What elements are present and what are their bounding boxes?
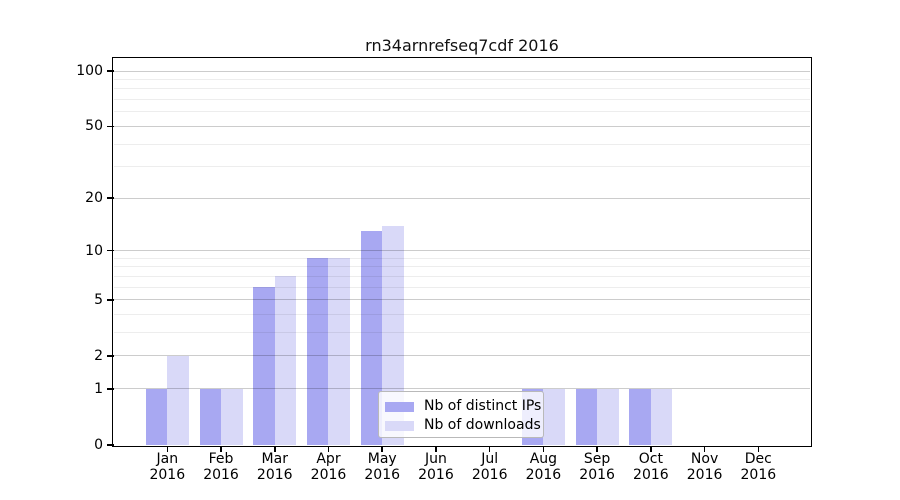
x-tick-mark-jul [488,447,491,452]
legend-swatch-distinct-ips [385,401,414,412]
y-tick-mark-50 [107,125,114,128]
x-tick-mark-feb [220,447,222,452]
x-tick-label-oct: Oct 2016 [633,451,669,483]
bar-distinct-ips-may [360,231,383,445]
gridline-major-20 [114,197,810,199]
gridline-major-5 [114,299,810,301]
y-tick-mark-0 [107,444,114,446]
bar-downloads-may [382,225,404,445]
plot-area [114,59,810,445]
bar-downloads-jan [167,355,189,445]
y-tick-mark-100 [107,70,114,72]
x-tick-mark-sep [596,447,598,452]
legend: Nb of distinct IPs Nb of downloads [378,391,544,438]
legend-entry-downloads: Nb of downloads [379,416,543,435]
gridline-minor-4 [114,314,810,316]
y-tick-label-1: 1 [94,380,103,397]
bar-downloads-apr [328,258,350,445]
bar-downloads-aug [543,388,565,445]
gridline-major-100 [114,70,810,72]
x-tick-label-apr: Apr 2016 [310,451,347,483]
y-tick-mark-10 [107,249,114,252]
y-tick-mark-2 [107,355,114,357]
y-tick-label-100: 100 [76,63,103,79]
x-tick-label-mar: Mar 2016 [256,451,293,483]
gridline-major-2 [114,355,810,357]
gridline-minor-3 [114,332,810,334]
legend-entry-distinct-ips: Nb of distinct IPs [379,397,543,416]
gridline-minor-6 [114,286,810,288]
x-tick-label-may: May 2016 [364,451,401,483]
x-tick-label-jul: Jul 2016 [471,451,508,483]
y-tick-label-50: 50 [85,118,103,135]
y-tick-label-2: 2 [94,347,103,364]
x-tick-mark-apr [327,447,330,452]
x-tick-label-jun: Jun 2016 [418,451,454,483]
bar-downloads-sep [597,388,619,445]
legend-swatch-downloads [385,420,414,431]
x-tick-mark-jan [166,447,169,452]
gridline-minor-8 [114,266,810,268]
x-tick-mark-nov [703,447,706,452]
x-tick-label-jan: Jan 2016 [149,451,186,483]
bar-distinct-ips-mar [253,287,275,445]
bar-downloads-oct [650,388,673,445]
gridline-minor-60 [114,111,810,113]
x-tick-mark-oct [650,447,652,452]
gridline-minor-40 [114,143,810,145]
x-tick-mark-mar [273,447,276,452]
gridline-minor-30 [114,166,810,168]
y-tick-label-10: 10 [85,242,103,259]
bar-distinct-ips-jan [145,388,168,445]
y-tick-mark-5 [107,298,114,301]
gridline-minor-70 [114,99,810,101]
y-tick-label-20: 20 [85,190,103,207]
gridline-minor-7 [114,275,810,277]
gridline-minor-9 [114,257,810,259]
y-tick-mark-1 [107,388,114,390]
y-tick-mark-20 [107,197,114,200]
x-tick-label-aug: Aug 2016 [525,451,562,483]
x-tick-label-nov: Nov 2016 [686,451,723,483]
legend-label-distinct-ips: Nb of distinct IPs [424,398,542,414]
bar-distinct-ips-apr [306,258,329,445]
x-tick-label-sep: Sep 2016 [579,451,615,483]
gridline-minor-90 [114,78,810,80]
x-tick-label-dec: Dec 2016 [740,451,777,483]
bar-distinct-ips-feb [199,388,222,445]
chart-title: rn34arnrefseq7cdf 2016 [365,36,559,55]
bar-distinct-ips-oct [629,388,651,445]
bar-downloads-mar [274,276,297,445]
x-tick-label-feb: Feb 2016 [203,451,239,483]
x-tick-mark-may [381,447,383,452]
x-tick-mark-dec [757,447,760,452]
gridline-major-10 [114,250,810,252]
legend-label-downloads: Nb of downloads [424,417,541,433]
bar-distinct-ips-sep [575,388,598,445]
x-tick-mark-aug [542,447,545,452]
gridline-minor-80 [114,88,810,90]
x-tick-mark-jun [435,447,437,452]
y-tick-label-0: 0 [94,437,103,453]
gridline-major-50 [114,125,810,127]
bar-downloads-feb [221,388,243,445]
y-tick-label-5: 5 [94,291,103,308]
